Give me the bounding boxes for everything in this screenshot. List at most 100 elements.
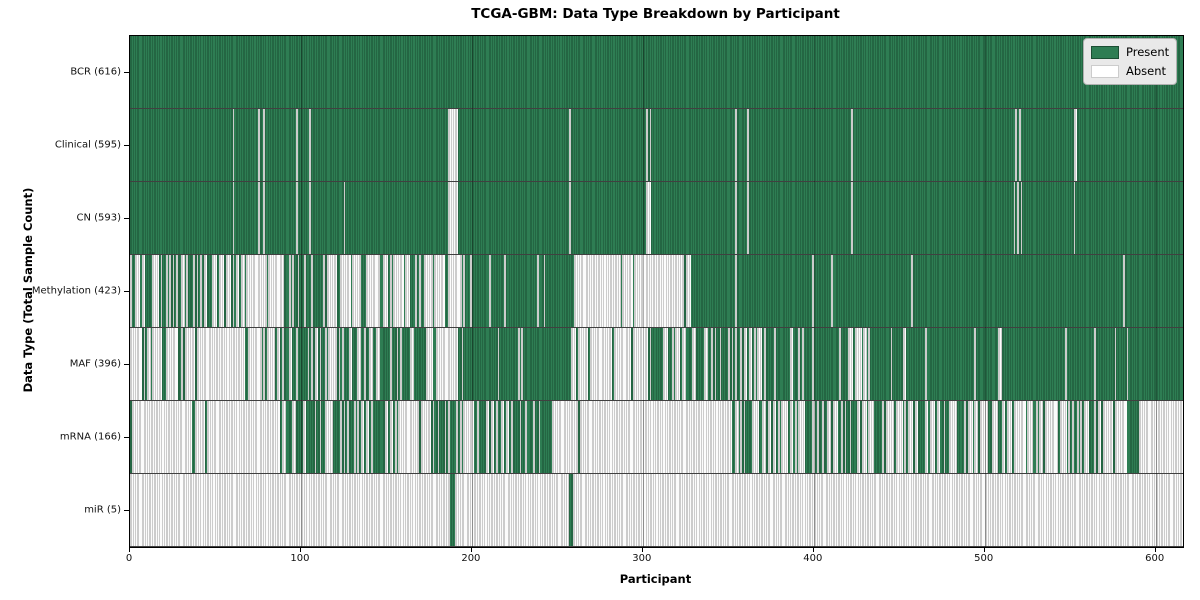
present-swatch-icon bbox=[1091, 45, 1119, 59]
absent-cells bbox=[521, 328, 524, 400]
absent-cells bbox=[1013, 182, 1016, 254]
absent-cells bbox=[152, 328, 163, 400]
absent-cells bbox=[1068, 401, 1071, 473]
absent-cells bbox=[1018, 109, 1021, 181]
absent-cells bbox=[218, 255, 224, 327]
absent-cells bbox=[735, 109, 737, 181]
absent-cells bbox=[735, 401, 739, 473]
absent-cells bbox=[389, 401, 394, 473]
absent-cells bbox=[543, 255, 546, 327]
absent-cells bbox=[343, 182, 346, 254]
absent-cells bbox=[394, 401, 397, 473]
absent-cells bbox=[376, 328, 380, 400]
absent-cells bbox=[311, 328, 313, 400]
absent-cells bbox=[420, 401, 431, 473]
absent-cells bbox=[974, 328, 977, 400]
absent-cells bbox=[232, 109, 235, 181]
absent-cells bbox=[748, 328, 753, 400]
absent-cells bbox=[822, 401, 825, 473]
absent-cells bbox=[500, 401, 505, 473]
absent-cells bbox=[347, 401, 349, 473]
absent-cells bbox=[415, 255, 418, 327]
absent-cells bbox=[302, 401, 307, 473]
absent-cells bbox=[1020, 182, 1023, 254]
absent-cells bbox=[851, 182, 854, 254]
absent-cells bbox=[196, 328, 245, 400]
absent-cells bbox=[841, 401, 843, 473]
absent-cells bbox=[974, 401, 978, 473]
ytick-mark-cn bbox=[124, 217, 129, 219]
absent-cells bbox=[463, 401, 474, 473]
absent-cells bbox=[847, 328, 854, 400]
absent-cells bbox=[579, 401, 732, 473]
absent-cells bbox=[131, 401, 192, 473]
absent-cells bbox=[490, 401, 495, 473]
absent-cells bbox=[277, 328, 281, 400]
absent-cells bbox=[731, 328, 734, 400]
absent-cells bbox=[340, 401, 342, 473]
absent-cells bbox=[235, 255, 240, 327]
absent-cells bbox=[258, 182, 260, 254]
absent-cells bbox=[589, 328, 613, 400]
heatmap-row-mir bbox=[130, 474, 1183, 547]
absent-cells bbox=[130, 474, 450, 546]
absent-cells bbox=[389, 255, 392, 327]
legend-item-absent: Absent bbox=[1091, 64, 1168, 78]
absent-cells bbox=[488, 255, 491, 327]
absent-cells bbox=[477, 401, 479, 473]
absent-cells bbox=[571, 328, 577, 400]
plot-area[interactable] bbox=[129, 35, 1184, 548]
xtick-mark-500 bbox=[983, 547, 985, 552]
xtick-mark-0 bbox=[129, 547, 130, 552]
absent-cells bbox=[1071, 401, 1074, 473]
absent-cells bbox=[172, 255, 175, 327]
absent-cells bbox=[714, 328, 717, 400]
absent-cells bbox=[518, 328, 520, 400]
legend-label-absent: Absent bbox=[1126, 64, 1167, 78]
absent-cells bbox=[266, 328, 276, 400]
absent-cells bbox=[181, 255, 185, 327]
absent-cells bbox=[524, 401, 527, 473]
absent-cells bbox=[1059, 401, 1067, 473]
absent-cells bbox=[328, 328, 337, 400]
absent-cells bbox=[309, 182, 312, 254]
legend-item-present: Present bbox=[1091, 45, 1169, 59]
xtick-label-200: 200 bbox=[461, 553, 481, 564]
absent-cells bbox=[165, 255, 168, 327]
absent-cells bbox=[1065, 328, 1067, 400]
absent-cells bbox=[418, 255, 421, 327]
absent-cells bbox=[930, 401, 936, 473]
absent-cells bbox=[979, 401, 989, 473]
absent-cells bbox=[1027, 401, 1033, 473]
absent-cells bbox=[424, 255, 433, 327]
absent-cells bbox=[268, 255, 284, 327]
absent-cells bbox=[812, 401, 816, 473]
absent-cells bbox=[924, 401, 929, 473]
absent-cells bbox=[324, 401, 334, 473]
absent-cells bbox=[798, 328, 801, 400]
absent-cells bbox=[911, 255, 913, 327]
absent-cells bbox=[844, 401, 847, 473]
absent-cells bbox=[812, 328, 814, 400]
absent-cells bbox=[572, 474, 1183, 546]
absent-cells bbox=[152, 255, 160, 327]
x-axis-label: Participant bbox=[619, 572, 692, 586]
heatmap-row-clinical bbox=[130, 109, 1183, 182]
absent-cells bbox=[613, 328, 631, 400]
ytick-mark-methylation bbox=[124, 290, 129, 292]
absent-cells bbox=[574, 255, 621, 327]
absent-cells bbox=[774, 328, 777, 400]
absent-cells bbox=[326, 255, 337, 327]
absent-cells bbox=[309, 109, 312, 181]
absent-cells bbox=[203, 255, 207, 327]
absent-cells bbox=[646, 182, 652, 254]
absent-cells bbox=[288, 328, 293, 400]
absent-cells bbox=[801, 328, 804, 400]
absent-cells bbox=[1039, 401, 1043, 473]
absent-cells bbox=[856, 401, 860, 473]
absent-cells bbox=[533, 401, 536, 473]
absent-cells bbox=[538, 401, 541, 473]
xtick-label-300: 300 bbox=[632, 553, 652, 564]
absent-cells bbox=[398, 401, 419, 473]
